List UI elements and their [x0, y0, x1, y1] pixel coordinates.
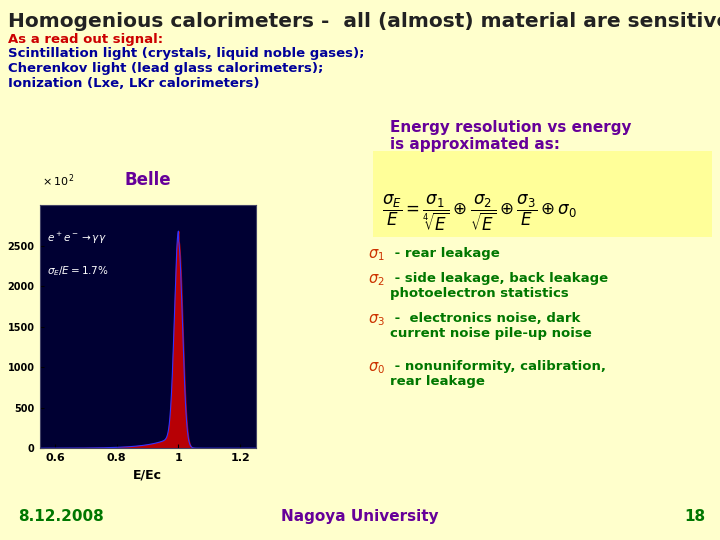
- Text: -  electronics noise, dark
current noise pile-up noise: - electronics noise, dark current noise …: [390, 312, 592, 340]
- Text: Cherenkov light (lead glass calorimeters);: Cherenkov light (lead glass calorimeters…: [8, 62, 323, 75]
- Text: - rear leakage: - rear leakage: [390, 247, 500, 260]
- Text: - nonuniformity, calibration,
rear leakage: - nonuniformity, calibration, rear leaka…: [390, 360, 606, 388]
- Text: is approximated as:: is approximated as:: [390, 137, 560, 152]
- Text: Energy resolution vs energy: Energy resolution vs energy: [390, 120, 631, 135]
- Text: $\sigma_E/E=1.7\%$: $\sigma_E/E=1.7\%$: [48, 264, 109, 278]
- Text: $\sigma_2$: $\sigma_2$: [368, 272, 384, 288]
- Text: $\dfrac{\sigma_E}{E} = \dfrac{\sigma_1}{\sqrt[4]{E}} \oplus \dfrac{\sigma_2}{\sq: $\dfrac{\sigma_E}{E} = \dfrac{\sigma_1}{…: [382, 193, 577, 233]
- Text: Scintillation light (crystals, liquid noble gases);: Scintillation light (crystals, liquid no…: [8, 47, 364, 60]
- Text: $\sigma_0$: $\sigma_0$: [368, 360, 385, 376]
- X-axis label: E/Ec: E/Ec: [133, 469, 162, 482]
- Text: Ionization (Lxe, LKr calorimeters): Ionization (Lxe, LKr calorimeters): [8, 77, 259, 90]
- Text: 8.12.2008: 8.12.2008: [18, 509, 104, 524]
- Text: $\times\,10^{\,2}$: $\times\,10^{\,2}$: [42, 173, 74, 189]
- Text: $\sigma_1$: $\sigma_1$: [368, 247, 384, 262]
- Text: Belle: Belle: [125, 171, 171, 189]
- Text: 18: 18: [684, 509, 705, 524]
- Text: Homogenious calorimeters -  all (almost) material are sensitive.: Homogenious calorimeters - all (almost) …: [8, 12, 720, 31]
- Text: $\sigma_3$: $\sigma_3$: [368, 312, 385, 328]
- Text: Nagoya University: Nagoya University: [282, 509, 438, 524]
- Text: As a read out signal:: As a read out signal:: [8, 33, 163, 46]
- Text: $e^+e^- \rightarrow \gamma\gamma$: $e^+e^- \rightarrow \gamma\gamma$: [48, 231, 107, 246]
- Text: - side leakage, back leakage
photoelectron statistics: - side leakage, back leakage photoelectr…: [390, 272, 608, 300]
- FancyBboxPatch shape: [373, 151, 712, 237]
